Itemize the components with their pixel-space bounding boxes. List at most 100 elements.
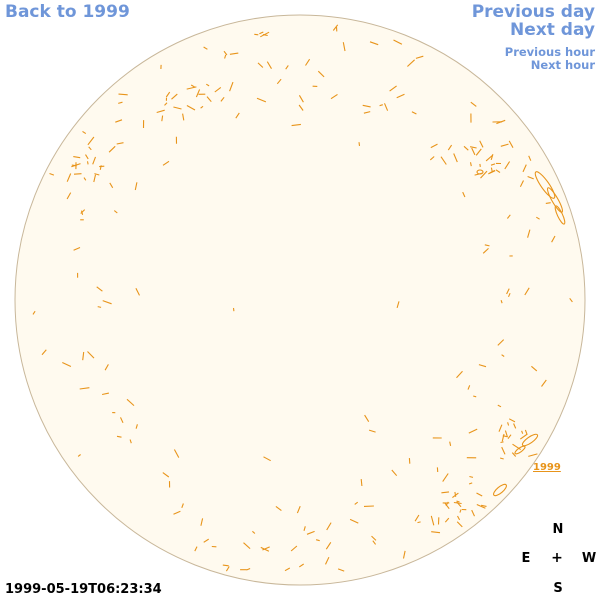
contour-fragment	[214, 86, 222, 93]
active-region-contour	[521, 433, 539, 447]
contour-fragment	[206, 83, 210, 87]
contour-fragment	[305, 58, 311, 66]
contour-fragment	[442, 473, 449, 482]
contour-fragment	[161, 115, 164, 122]
compass-center: +	[551, 550, 563, 566]
contour-fragment	[263, 456, 271, 462]
contour-fragment	[243, 542, 251, 550]
previous-hour-link[interactable]: Previous hour	[504, 45, 595, 59]
contour-fragment	[456, 500, 460, 503]
active-region-contour	[554, 205, 566, 225]
contour-fragment	[109, 182, 114, 189]
active-region-contour	[514, 445, 526, 455]
contour-fragment	[519, 433, 528, 440]
contour-fragment	[531, 365, 538, 372]
contour-fragment	[551, 235, 556, 243]
contour-fragment	[83, 177, 87, 181]
contour-fragment	[430, 515, 435, 526]
contour-fragment	[454, 491, 457, 497]
contour-fragment	[173, 449, 180, 458]
contour-fragment	[449, 441, 452, 447]
contour-fragment	[541, 379, 547, 387]
previous-day-link[interactable]: Previous day	[471, 2, 595, 22]
contour-fragment	[349, 518, 359, 524]
contour-fragment	[524, 287, 530, 296]
contour-fragment	[120, 417, 124, 424]
contour-fragment	[94, 173, 100, 176]
contour-fragment	[284, 567, 291, 572]
contour-fragment	[471, 509, 475, 517]
contour-fragment	[569, 297, 573, 303]
contour-fragment	[497, 339, 505, 346]
contour-fragment	[475, 148, 482, 156]
contour-fragment	[92, 156, 97, 165]
solar-disk	[14, 14, 586, 586]
contour-fragment	[291, 123, 301, 127]
contour-fragment	[126, 398, 135, 407]
contour-fragment	[527, 175, 534, 180]
contour-fragment	[500, 143, 509, 147]
contour-fragment	[200, 518, 204, 526]
contour-fragment	[368, 429, 376, 433]
contour-fragment	[508, 418, 516, 423]
back-to-year-link[interactable]: Back to 1999	[5, 2, 130, 22]
contour-fragment	[379, 104, 383, 107]
contour-fragment	[80, 209, 86, 214]
contour-fragment	[134, 182, 138, 191]
contour-fragment	[396, 93, 405, 99]
contour-fragment	[298, 104, 304, 111]
contour-fragment	[459, 509, 462, 513]
contour-fragment	[203, 538, 209, 543]
contour-fragment	[528, 155, 532, 161]
compass-east: E	[521, 551, 531, 566]
contour-fragment	[508, 140, 514, 148]
contour-fragment	[222, 564, 229, 567]
contour-fragment	[262, 546, 270, 551]
contour-fragment	[524, 429, 528, 435]
contour-fragment	[104, 364, 109, 371]
contour-fragment	[116, 142, 124, 145]
contour-fragment	[383, 103, 389, 111]
contour-fragment	[369, 41, 379, 46]
contour-fragment	[71, 164, 77, 167]
contour-fragment	[62, 362, 72, 367]
compass-north: N	[552, 522, 564, 537]
contour-fragment	[173, 510, 181, 515]
contour-fragment	[429, 156, 435, 161]
contour-fragment	[220, 96, 225, 102]
contour-fragment	[414, 514, 420, 522]
region-label-link[interactable]: 1999	[533, 462, 561, 473]
contour-fragment	[96, 286, 103, 292]
contour-fragment	[129, 439, 132, 444]
next-hour-link[interactable]: Next hour	[530, 58, 595, 72]
next-day-link[interactable]: Next day	[510, 20, 595, 40]
active-region-contour	[534, 171, 556, 199]
compass-west: W	[581, 551, 597, 566]
contour-fragment	[504, 161, 511, 170]
contour-fragment	[298, 563, 305, 568]
contour-fragment	[470, 101, 477, 107]
contour-fragment	[190, 84, 196, 88]
contour-fragment	[512, 443, 522, 451]
contour-fragment	[507, 422, 510, 426]
contour-fragment	[285, 65, 289, 70]
contour-fragment	[431, 531, 441, 534]
contour-fragment	[252, 530, 256, 534]
contour-fragment	[469, 146, 477, 149]
contour-fragment	[32, 310, 36, 315]
contour-fragment	[393, 39, 403, 45]
contour-fragment	[453, 153, 458, 163]
active-region-contour	[546, 187, 564, 213]
contour-fragment	[484, 244, 490, 247]
contour-fragment	[479, 140, 484, 148]
contour-fragment	[506, 214, 511, 219]
contour-fragment	[200, 105, 204, 109]
contour-fragment	[407, 59, 415, 67]
contour-fragment	[519, 180, 524, 188]
contour-fragment	[101, 392, 110, 396]
contour-fragment	[73, 246, 81, 251]
contour-fragment	[173, 106, 182, 110]
contour-fragment	[456, 521, 463, 528]
contour-fragment	[108, 145, 116, 153]
